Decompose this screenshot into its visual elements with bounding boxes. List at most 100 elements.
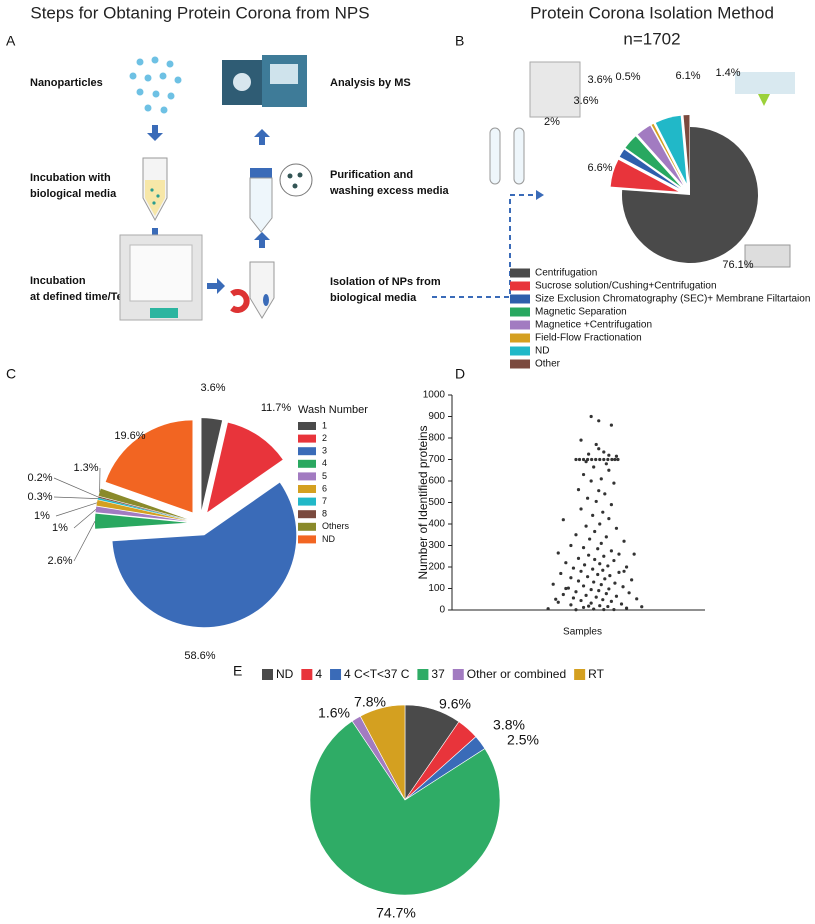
data-label: 2.6% bbox=[47, 555, 72, 567]
scatter-point bbox=[594, 499, 598, 504]
data-label: 1.4% bbox=[715, 67, 740, 79]
pie-slice bbox=[98, 496, 188, 520]
scatter-point bbox=[584, 460, 588, 464]
pie-slice bbox=[651, 123, 685, 185]
legend-label: 4 bbox=[322, 458, 327, 468]
y-tick-label: 800 bbox=[428, 433, 445, 444]
scatter-point bbox=[564, 561, 568, 565]
scatter-point bbox=[566, 586, 570, 590]
scatter-point bbox=[579, 569, 583, 573]
data-label: 6.6% bbox=[587, 162, 612, 174]
panel-label: D bbox=[455, 366, 465, 382]
data-label: 3.6% bbox=[587, 74, 612, 86]
y-tick-label: 0 bbox=[439, 605, 445, 616]
legend-label: 8 bbox=[322, 509, 327, 519]
x-axis-label: Samples bbox=[563, 627, 602, 638]
leader-line bbox=[53, 496, 98, 499]
dashed-arrow bbox=[432, 194, 536, 298]
scatter-point bbox=[598, 604, 602, 608]
legend-label: 7 bbox=[322, 496, 327, 506]
scatter-point bbox=[594, 595, 598, 599]
scatter-point bbox=[579, 598, 583, 603]
falcon-tube-icon bbox=[249, 163, 313, 233]
data-label: 0.2% bbox=[27, 472, 52, 484]
legend-label: Magnetice +Centrifugation bbox=[535, 320, 652, 331]
data-label: 9.6% bbox=[439, 696, 471, 712]
step-label: Purification and bbox=[330, 169, 413, 181]
scatter-point bbox=[616, 457, 620, 462]
pie-slice bbox=[619, 149, 680, 189]
y-tick-label: 200 bbox=[428, 562, 445, 573]
scatter-point bbox=[574, 608, 578, 612]
scatter-point bbox=[592, 580, 596, 584]
scatter-point bbox=[622, 569, 626, 573]
scatter-point bbox=[606, 457, 610, 462]
legend-swatch bbox=[510, 320, 530, 330]
scatter-point bbox=[602, 450, 606, 454]
scatter-point bbox=[599, 541, 603, 545]
y-tick-label: 100 bbox=[428, 583, 445, 594]
scatter-point bbox=[587, 553, 591, 557]
scatter-point bbox=[607, 517, 611, 521]
scatter-point bbox=[584, 593, 588, 597]
step-label: Incubation with bbox=[30, 172, 111, 184]
leader-line bbox=[53, 477, 99, 498]
legend-label: 3 bbox=[322, 446, 327, 456]
step-label: at defined time/Temp bbox=[30, 291, 139, 303]
scatter-point bbox=[581, 546, 586, 550]
scatter-point bbox=[602, 607, 606, 612]
scatter-point bbox=[576, 556, 581, 561]
scatter-point bbox=[599, 477, 603, 481]
scatter-point bbox=[604, 462, 608, 466]
legend-swatch bbox=[510, 333, 530, 343]
leader-line bbox=[55, 502, 98, 517]
data-label: 1.6% bbox=[318, 705, 350, 721]
scatter-point bbox=[589, 587, 593, 592]
scatter-point bbox=[613, 457, 617, 462]
scatter-point bbox=[597, 447, 601, 451]
legend-label: Size Exclusion Chromatography (SEC)+ Mem… bbox=[535, 294, 810, 305]
scatter-point bbox=[569, 576, 573, 580]
pie-slice bbox=[683, 115, 690, 184]
scatter-point bbox=[561, 592, 565, 597]
scatter-point bbox=[571, 596, 576, 600]
legend-swatch bbox=[262, 669, 273, 680]
scatter-point bbox=[621, 585, 625, 589]
y-tick-label: 900 bbox=[428, 411, 445, 422]
data-label: 0.5% bbox=[615, 71, 640, 83]
scatter-point bbox=[561, 518, 565, 522]
y-tick-label: 400 bbox=[428, 519, 445, 530]
legend-swatch bbox=[574, 669, 586, 680]
scatter-point bbox=[569, 543, 573, 548]
pie-slice bbox=[655, 115, 687, 184]
scatter-point bbox=[594, 442, 598, 447]
scatter-point bbox=[612, 481, 616, 485]
y-axis-label: Number of Identified proteins bbox=[416, 425, 430, 579]
scatter-point bbox=[606, 604, 610, 609]
data-label: 3.8% bbox=[493, 717, 525, 733]
legend-label: Other bbox=[535, 359, 561, 370]
scatter-point bbox=[612, 558, 616, 563]
scatter-point bbox=[624, 606, 629, 610]
scatter-point bbox=[587, 604, 591, 608]
legend-label: Centrifugation bbox=[535, 268, 597, 279]
scatter-point bbox=[574, 533, 578, 537]
chart-title: Protein Corona Isolation Method bbox=[530, 3, 774, 22]
scatter-point bbox=[635, 597, 639, 601]
panel-label: B bbox=[455, 33, 464, 49]
scatter-point bbox=[574, 457, 578, 462]
pie-slice bbox=[96, 499, 188, 521]
scatter-point bbox=[574, 590, 578, 594]
legend-label: RT bbox=[588, 667, 604, 681]
data-label: 1% bbox=[52, 522, 68, 534]
scatter-point bbox=[599, 583, 603, 587]
legend-swatch bbox=[510, 281, 530, 291]
legend-title: Wash Number bbox=[298, 404, 368, 416]
scatter-point bbox=[554, 597, 558, 601]
scatter-point bbox=[571, 566, 576, 570]
legend-swatch bbox=[298, 422, 316, 430]
scatter-point bbox=[586, 496, 590, 500]
scatter-point bbox=[597, 419, 601, 423]
legend-label: Magnetic Separation bbox=[535, 307, 627, 318]
